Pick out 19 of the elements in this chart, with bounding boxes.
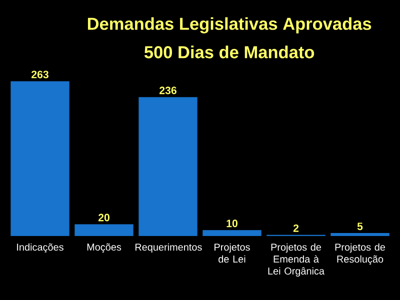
data-label: 10 bbox=[226, 220, 238, 228]
x-tick-label: Requerimentos bbox=[135, 243, 202, 253]
bar bbox=[74, 224, 134, 236]
x-tick-label: Indicações bbox=[17, 243, 64, 253]
bar bbox=[10, 81, 70, 236]
x-tick-label: Projetos de Resolução bbox=[335, 243, 386, 265]
data-label: 236 bbox=[160, 86, 176, 94]
x-tick-label: Projetos de Emenda à Lei Orgânica bbox=[268, 243, 325, 277]
x-tick-label: Projetos de Lei bbox=[214, 243, 250, 263]
bar bbox=[202, 230, 262, 236]
data-label: 20 bbox=[98, 214, 110, 222]
bar bbox=[330, 233, 390, 236]
bar bbox=[138, 97, 198, 236]
data-label: 2 bbox=[293, 224, 299, 232]
x-tick-label: Moções bbox=[87, 243, 122, 253]
chart-title: Demandas Legislativas Aprovadas bbox=[88, 17, 372, 34]
chart-subtitle: 500 Dias de Mandato bbox=[144, 46, 314, 58]
data-label: 5 bbox=[357, 222, 363, 230]
data-label: 263 bbox=[32, 70, 48, 78]
